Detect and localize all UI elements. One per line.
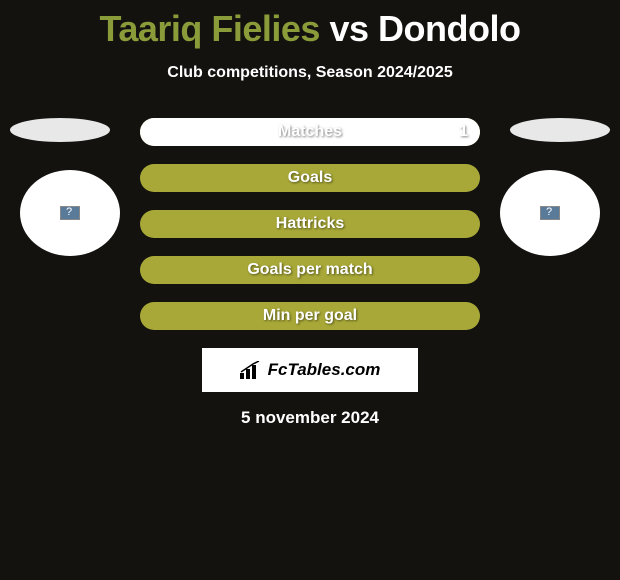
branding-text: FcTables.com [268, 360, 381, 380]
stat-bar-goals-per-match: Goals per match [140, 256, 480, 284]
stat-bar-min-per-goal: Min per goal [140, 302, 480, 330]
player1-ellipse [10, 118, 110, 142]
stat-bar-matches: Matches 1 [140, 118, 480, 146]
player1-flag-icon [60, 206, 80, 220]
comparison-area: Matches 1 Goals Hattricks Goals per match Min… [0, 118, 620, 330]
chart-icon [240, 361, 262, 379]
stat-bars: Matches 1 Goals Hattricks Goals per match Min… [140, 118, 480, 330]
bar-label: Hattricks [276, 215, 344, 233]
player2-name: Dondolo [378, 8, 520, 49]
bar-label: Goals per match [247, 261, 372, 279]
player1-avatar [20, 170, 120, 256]
player1-name: Taariq Fielies [100, 8, 320, 49]
subtitle: Club competitions, Season 2024/2025 [0, 64, 620, 82]
bar-label: Goals [288, 169, 332, 187]
player2-avatar [500, 170, 600, 256]
bar-label: Matches [278, 123, 342, 141]
stat-bar-hattricks: Hattricks [140, 210, 480, 238]
bar-label: Min per goal [263, 307, 357, 325]
comparison-title: Taariq Fielies vs Dondolo [0, 0, 620, 50]
stat-bar-goals: Goals [140, 164, 480, 192]
branding-badge: FcTables.com [202, 348, 418, 392]
vs-text: vs [329, 8, 368, 49]
date-text: 5 november 2024 [0, 408, 620, 428]
player2-flag-icon [540, 206, 560, 220]
bar-value-right: 1 [459, 123, 468, 141]
player2-ellipse [510, 118, 610, 142]
